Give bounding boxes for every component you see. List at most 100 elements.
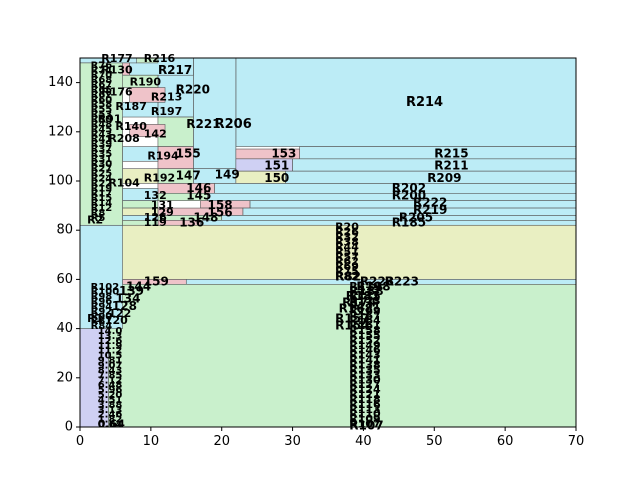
rect-label-r219: R219 — [413, 203, 447, 217]
stack-3-label: R138 — [349, 359, 380, 372]
stack-3-label: R167 — [349, 309, 380, 322]
rect-label-r221: R221 — [186, 117, 220, 131]
stack-0-label: R55 — [91, 105, 113, 116]
label-r104: R104 — [108, 176, 140, 189]
label-r208: R208 — [108, 132, 139, 145]
stack-0-label: R50 — [91, 115, 113, 126]
stack-3-label: R113 — [349, 403, 380, 416]
rect-label-r197: R197 — [151, 105, 182, 118]
stack-3-label: R158 — [349, 324, 380, 337]
stack-4-label: 13.3 — [98, 331, 123, 342]
rect-label-151: 151 — [264, 159, 289, 173]
y-tick-label: 60 — [56, 272, 73, 287]
stack-0-label: R5 — [91, 213, 106, 224]
stack-1-label: R90 — [91, 311, 113, 322]
stack-0-label: R8 — [91, 208, 106, 219]
label-r198: R198 — [356, 279, 390, 293]
rect-label-119: 119 — [144, 216, 167, 229]
stack-3-label: R124 — [349, 383, 381, 396]
x-tick-label: 30 — [284, 434, 301, 449]
stack-1-label: R102 — [91, 282, 120, 293]
stack-0-label: R58 — [91, 100, 113, 111]
stack-1-label: R98 — [91, 292, 113, 303]
rect-label-156: 156 — [208, 205, 233, 219]
stack-1-label: R87 — [91, 316, 113, 327]
x-axis: 0 10 20 30 40 50 60 70 — [76, 427, 584, 449]
stack-3-label: R146 — [349, 344, 381, 357]
stack-0-label: R41 — [91, 134, 113, 145]
stack-3-label: R127 — [349, 378, 380, 391]
stack-0-label: R74 — [91, 65, 113, 76]
rect-label-131: 131 — [151, 199, 174, 212]
rect-label-r192: R192 — [144, 172, 175, 185]
stack-0-label: R22 — [91, 178, 113, 189]
plot-rectangles — [79, 57, 577, 428]
label-r174: R174 — [342, 295, 376, 309]
label-r91: R91 — [98, 113, 122, 126]
rect-label-r202: R202 — [392, 181, 426, 195]
stack-3-label: R173 — [349, 295, 380, 308]
stack-0-label: R60 — [91, 95, 113, 106]
rect-label-148: 148 — [193, 210, 218, 224]
stack-3-label: R141 — [349, 354, 380, 367]
rect-label-r220: R220 — [176, 82, 210, 96]
rect-r206 — [193, 57, 237, 169]
stack-0-label: R15 — [91, 193, 113, 204]
stack-0-label: R67 — [91, 80, 113, 91]
stack-0-label: R62 — [91, 90, 113, 101]
stack-3-label: R135 — [349, 363, 380, 376]
x-tick-label: 10 — [143, 434, 160, 449]
x-tick-label: 20 — [213, 434, 230, 449]
stack-4-label: 10.5 — [98, 351, 123, 362]
stack-0-label: R31 — [91, 154, 113, 165]
plot-frame — [79, 57, 577, 428]
plot-labels: R5R8R12R14R15R17R19R22R24R25R27R30R31R35… — [87, 52, 468, 432]
stack-3-label: R155 — [349, 329, 380, 342]
rect-label-146: 146 — [186, 181, 211, 195]
rect-label-r194: R194 — [147, 149, 179, 162]
stack-3-label: R149 — [349, 339, 380, 352]
stack-4-label: 3.88 — [98, 400, 123, 411]
rect-label-149: 149 — [215, 167, 240, 181]
rect-142 — [129, 124, 166, 138]
stack-3-label: R133 — [349, 368, 380, 381]
stack-2-label: R82 — [335, 270, 359, 283]
label-r187: R187 — [115, 100, 146, 113]
stack-2-label: R32 — [335, 231, 359, 244]
stack-4-label: 12.6 — [98, 336, 123, 347]
rect-label-r1: R1 — [87, 312, 103, 325]
rect-label-r213: R213 — [151, 90, 182, 103]
stack-0-label: R68 — [91, 75, 113, 86]
stack-2-label: R69 — [335, 260, 359, 273]
stack-0-label: R48 — [91, 119, 113, 130]
rect-r1 — [79, 224, 123, 329]
stack-4-label: 6.48 — [98, 380, 123, 391]
label-128: 128 — [112, 299, 137, 313]
rect-label-150: 150 — [264, 171, 289, 185]
rect-label-r2: R2 — [87, 213, 103, 226]
stack-1-label: R92 — [91, 306, 113, 317]
rect-label-r214: R214 — [406, 95, 443, 110]
stack-4-label: 3.13 — [98, 405, 123, 416]
rect-label-r185: R185 — [392, 215, 426, 229]
stack-4-label: 9.07 — [98, 361, 123, 372]
stack-0-label: R43 — [91, 129, 113, 140]
x-tick-label: 40 — [355, 434, 372, 449]
label-r168: R168 — [339, 301, 373, 315]
stack-3-label: R121 — [349, 388, 380, 401]
rect-label-r130: R130 — [101, 63, 133, 76]
stack-3-label: R164 — [349, 314, 381, 327]
stack-3-label: R116 — [349, 398, 381, 411]
stack-0-label: R76 — [91, 60, 113, 71]
y-axis: 0 20 40 60 80 100 120 140 — [48, 75, 80, 435]
stack-0-label: R45 — [91, 124, 113, 135]
stack-0-label: R37 — [91, 144, 113, 155]
stack-0-label: R30 — [91, 159, 113, 170]
label-r157: R157 — [335, 311, 369, 325]
stack-4-label: 9.81 — [98, 356, 123, 367]
stack-0-label: R14 — [91, 198, 113, 209]
rect-label-r217: R217 — [158, 63, 192, 77]
rect-label-142: 142 — [144, 127, 167, 140]
stack-0-label: R12 — [91, 203, 113, 214]
y-tick-label: 20 — [56, 370, 73, 385]
